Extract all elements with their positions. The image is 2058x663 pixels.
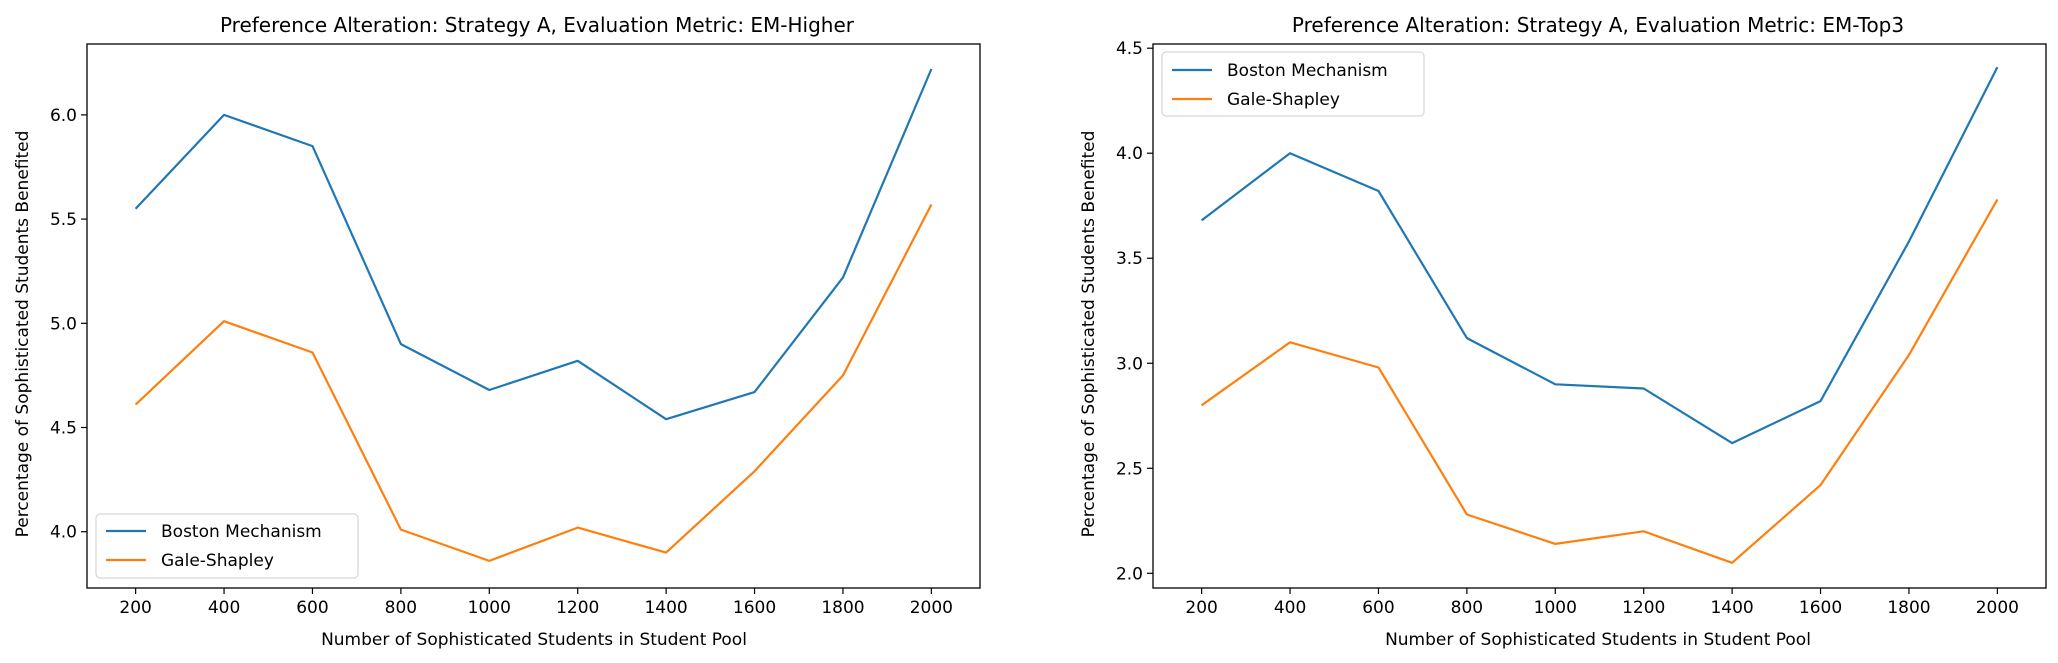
chart-title: Preference Alteration: Strategy A, Evalu…	[1292, 13, 1904, 37]
series-lines	[1200, 66, 1999, 564]
axis-ticks: 200 400 600 800 1000 1200 1400 1600 1800 2000 4.0 4…	[50, 106, 953, 618]
y-tick-label: 3.0	[1116, 354, 1143, 374]
legend-box	[1161, 51, 1425, 117]
x-tick-label: 200	[119, 598, 151, 618]
series-line-boston-mechanism	[1200, 66, 1999, 445]
y-tick-label: 3.5	[1116, 249, 1143, 269]
x-tick-label: 400	[208, 598, 240, 618]
axis-ticks: 200 400 600 800 1000 1200 1400 1600 1800 2000 2.0 2…	[1116, 39, 2019, 618]
x-tick-label: 2000	[1976, 598, 2019, 618]
x-tick-label: 2000	[910, 598, 953, 618]
plot-frame	[1152, 43, 2047, 589]
y-axis-label: Percentage of Sophisticated Students Ben…	[13, 131, 33, 538]
x-tick-label: 600	[296, 598, 328, 618]
x-tick-label: 800	[1451, 598, 1483, 618]
x-tick-label: 1200	[1622, 598, 1665, 618]
y-axis-label: Percentage of Sophisticated Students Ben…	[1079, 131, 1099, 538]
legend-box	[95, 513, 359, 579]
y-tick-label: 5.5	[50, 210, 77, 230]
chart-title: Preference Alteration: Strategy A, Evalu…	[220, 13, 855, 37]
x-tick-label: 200	[1185, 598, 1217, 618]
x-tick-label: 600	[1362, 598, 1394, 618]
y-tick-label: 2.5	[1116, 459, 1143, 479]
x-tick-label: 1600	[1799, 598, 1842, 618]
x-tick-label: 1200	[556, 598, 599, 618]
x-tick-label: 800	[385, 598, 417, 618]
x-tick-label: 1600	[733, 598, 776, 618]
legend-label-boston: Boston Mechanism	[161, 522, 322, 542]
series-line-boston-mechanism	[134, 68, 933, 421]
y-tick-label: 4.5	[50, 419, 77, 439]
series-line-gale-shapley	[134, 203, 933, 563]
x-tick-label: 1000	[468, 598, 511, 618]
series-line-gale-shapley	[1200, 198, 1999, 564]
legend-label-boston: Boston Mechanism	[1227, 61, 1388, 81]
y-tick-label: 4.5	[1116, 39, 1143, 59]
x-axis-label: Number of Sophisticated Students in Stud…	[1385, 630, 1811, 650]
y-tick-label: 6.0	[50, 106, 77, 126]
chart-em-top3: Preference Alteration: Strategy A, Evalu…	[1079, 13, 2047, 650]
x-tick-label: 1400	[644, 598, 687, 618]
legend-label-gale-shapley: Gale-Shapley	[1227, 90, 1340, 110]
x-tick-label: 1400	[1710, 598, 1753, 618]
x-tick-label: 1000	[1534, 598, 1577, 618]
chart-em-higher: Preference Alteration: Strategy A, Evalu…	[13, 13, 981, 650]
y-tick-label: 4.0	[50, 523, 77, 543]
x-axis-label: Number of Sophisticated Students in Stud…	[321, 630, 747, 650]
x-tick-label: 400	[1274, 598, 1306, 618]
x-tick-label: 1800	[1887, 598, 1930, 618]
y-tick-label: 4.0	[1116, 144, 1143, 164]
legend-label-gale-shapley: Gale-Shapley	[161, 551, 274, 571]
series-lines	[134, 68, 933, 563]
legend: Boston Mechanism Gale-Shapley	[95, 513, 359, 579]
y-tick-label: 5.0	[50, 314, 77, 334]
y-tick-label: 2.0	[1116, 564, 1143, 584]
legend: Boston Mechanism Gale-Shapley	[1161, 51, 1425, 117]
x-tick-label: 1800	[821, 598, 864, 618]
plot-frame	[86, 43, 981, 589]
